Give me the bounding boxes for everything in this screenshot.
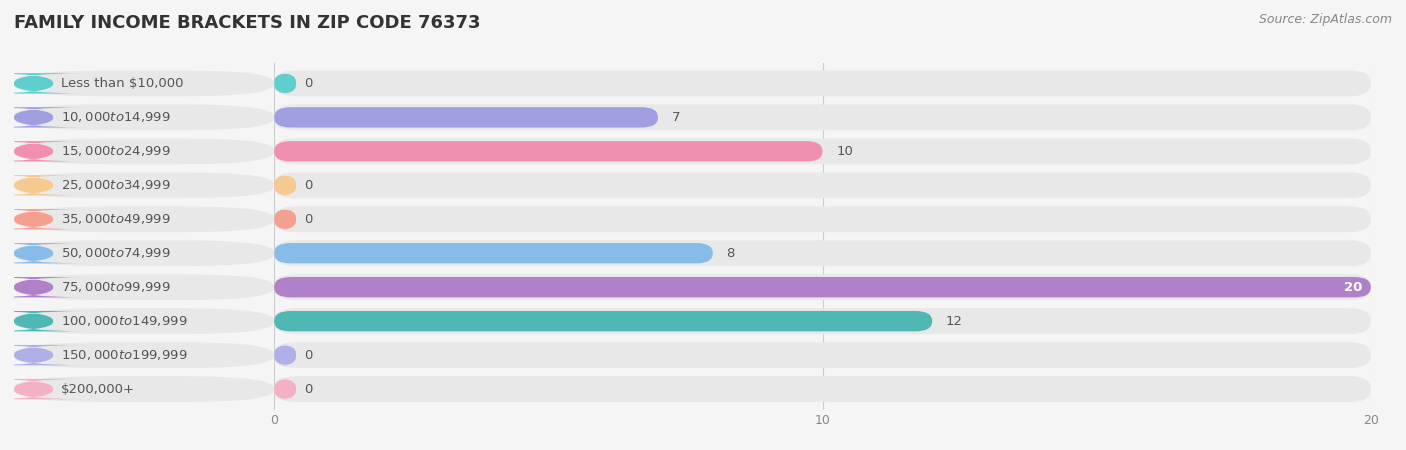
Text: $15,000 to $24,999: $15,000 to $24,999 — [60, 144, 170, 158]
Text: FAMILY INCOME BRACKETS IN ZIP CODE 76373: FAMILY INCOME BRACKETS IN ZIP CODE 76373 — [14, 14, 481, 32]
Text: 20: 20 — [1344, 281, 1362, 294]
Text: $200,000+: $200,000+ — [60, 382, 135, 396]
FancyBboxPatch shape — [274, 139, 1371, 164]
FancyBboxPatch shape — [274, 141, 823, 162]
FancyBboxPatch shape — [274, 107, 658, 127]
FancyBboxPatch shape — [0, 209, 87, 230]
Text: $35,000 to $49,999: $35,000 to $49,999 — [60, 212, 170, 226]
FancyBboxPatch shape — [274, 311, 932, 331]
FancyBboxPatch shape — [14, 274, 274, 300]
FancyBboxPatch shape — [274, 209, 297, 230]
FancyBboxPatch shape — [274, 240, 1371, 266]
Text: $100,000 to $149,999: $100,000 to $149,999 — [60, 314, 187, 328]
FancyBboxPatch shape — [274, 207, 1371, 232]
FancyBboxPatch shape — [0, 345, 87, 365]
FancyBboxPatch shape — [14, 172, 274, 198]
FancyBboxPatch shape — [274, 172, 1371, 198]
FancyBboxPatch shape — [0, 311, 87, 331]
Text: 12: 12 — [946, 315, 963, 328]
FancyBboxPatch shape — [14, 71, 274, 96]
Text: 10: 10 — [837, 145, 853, 158]
FancyBboxPatch shape — [274, 308, 1371, 334]
Text: $25,000 to $34,999: $25,000 to $34,999 — [60, 178, 170, 192]
FancyBboxPatch shape — [274, 345, 297, 365]
FancyBboxPatch shape — [0, 107, 87, 127]
Text: $10,000 to $14,999: $10,000 to $14,999 — [60, 110, 170, 124]
Text: Less than $10,000: Less than $10,000 — [60, 77, 183, 90]
Text: Source: ZipAtlas.com: Source: ZipAtlas.com — [1258, 14, 1392, 27]
FancyBboxPatch shape — [0, 73, 87, 94]
FancyBboxPatch shape — [274, 243, 713, 263]
Text: 7: 7 — [672, 111, 681, 124]
FancyBboxPatch shape — [14, 104, 274, 130]
FancyBboxPatch shape — [14, 342, 274, 368]
FancyBboxPatch shape — [274, 71, 1371, 96]
FancyBboxPatch shape — [274, 104, 1371, 130]
FancyBboxPatch shape — [14, 139, 274, 164]
Text: 0: 0 — [304, 382, 312, 396]
FancyBboxPatch shape — [0, 141, 87, 162]
Text: $75,000 to $99,999: $75,000 to $99,999 — [60, 280, 170, 294]
FancyBboxPatch shape — [274, 342, 1371, 368]
FancyBboxPatch shape — [14, 207, 274, 232]
FancyBboxPatch shape — [274, 175, 297, 195]
Text: 0: 0 — [304, 213, 312, 226]
FancyBboxPatch shape — [274, 274, 1371, 300]
Text: 0: 0 — [304, 77, 312, 90]
Text: 8: 8 — [727, 247, 735, 260]
FancyBboxPatch shape — [274, 379, 297, 399]
FancyBboxPatch shape — [0, 379, 87, 399]
Text: 0: 0 — [304, 349, 312, 362]
FancyBboxPatch shape — [14, 376, 274, 402]
Text: $50,000 to $74,999: $50,000 to $74,999 — [60, 246, 170, 260]
FancyBboxPatch shape — [274, 376, 1371, 402]
Text: 0: 0 — [304, 179, 312, 192]
FancyBboxPatch shape — [274, 277, 1371, 297]
FancyBboxPatch shape — [14, 240, 274, 266]
Text: $150,000 to $199,999: $150,000 to $199,999 — [60, 348, 187, 362]
FancyBboxPatch shape — [0, 277, 87, 297]
FancyBboxPatch shape — [274, 73, 297, 94]
FancyBboxPatch shape — [0, 175, 87, 195]
FancyBboxPatch shape — [0, 243, 87, 263]
FancyBboxPatch shape — [14, 308, 274, 334]
